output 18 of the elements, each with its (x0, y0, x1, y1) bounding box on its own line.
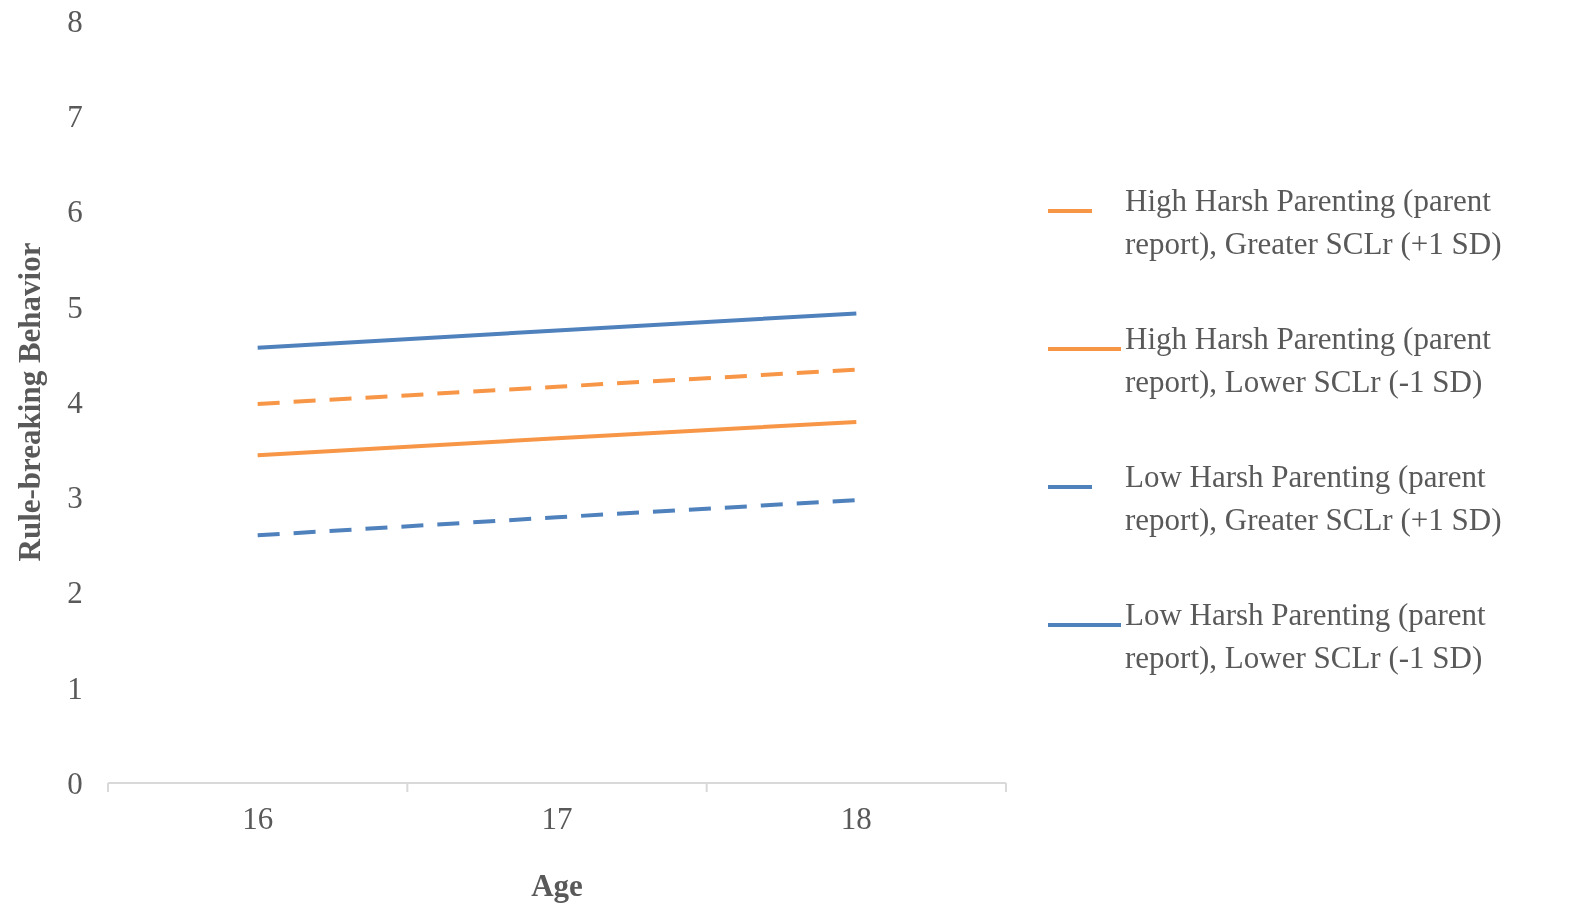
y-tick-label: 7 (67, 99, 83, 135)
y-tick-label: 4 (67, 384, 84, 420)
legend-label: Low Harsh Parenting (parent report), Greater SCLr (+1 SD) (1125, 459, 1502, 537)
y-axis-title: Rule-breaking Behavior (12, 242, 47, 562)
y-tick-label: 5 (67, 289, 83, 325)
y-tick-label: 8 (67, 3, 83, 39)
legend-label: Low Harsh Parenting (parent report), Lower SCLr (-1 SD) (1125, 597, 1487, 675)
x-tick-label: 16 (242, 801, 274, 836)
x-tick-label: 17 (541, 801, 573, 836)
legend-label: High Harsh Parenting (parent report), Lower SCLr (-1 SD) (1125, 321, 1492, 399)
y-tick-label: 1 (67, 670, 83, 706)
x-axis-title: Age (531, 868, 583, 903)
y-tick-label: 2 (67, 575, 83, 611)
x-tick-label: 18 (840, 801, 872, 836)
y-tick-label: 3 (67, 480, 83, 516)
y-tick-label: 0 (67, 765, 83, 801)
legend-label: High Harsh Parenting (parent report), Greater SCLr (+1 SD) (1125, 183, 1502, 261)
y-tick-label: 6 (67, 194, 83, 230)
